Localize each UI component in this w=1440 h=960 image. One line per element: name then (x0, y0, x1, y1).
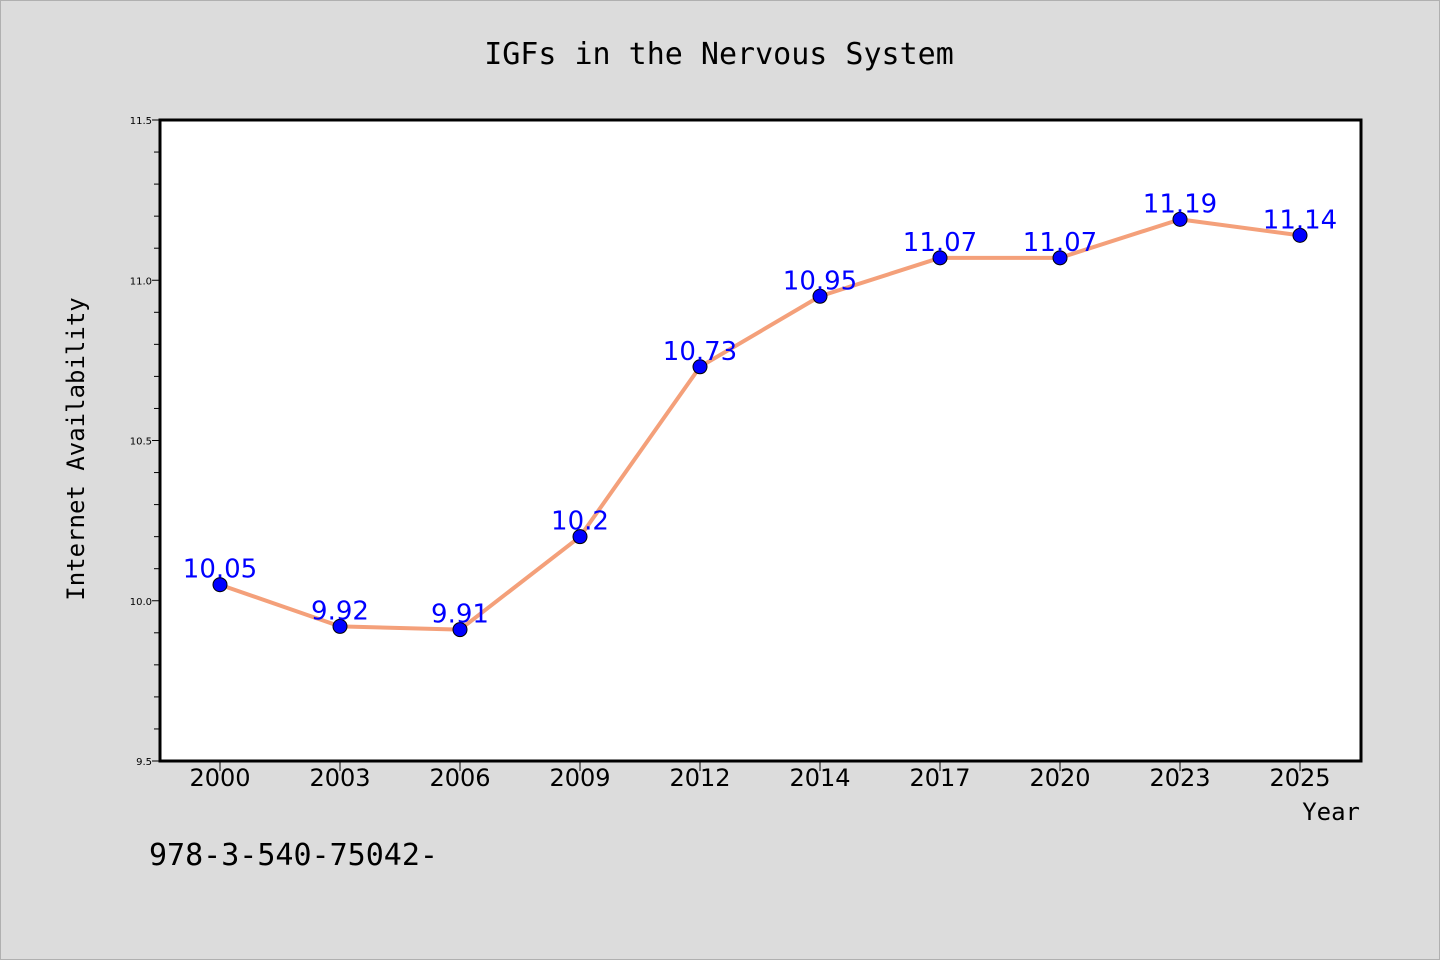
data-point (932, 250, 948, 266)
data-label: 11.07 (903, 228, 977, 258)
data-label: 10.05 (183, 555, 257, 585)
y-tick-label: 11.5 (130, 116, 152, 127)
data-label: 10.95 (783, 266, 857, 296)
data-point (1172, 211, 1188, 227)
x-tick-label: 2023 (1149, 764, 1210, 792)
data-label: 11.07 (1023, 228, 1097, 258)
x-tick-label: 2006 (429, 764, 490, 792)
x-tick-label: 2020 (1029, 764, 1090, 792)
y-tick-label: 9.5 (136, 757, 152, 768)
series-line (218, 217, 1302, 632)
y-axis: 9.5 10.0 10.5 11.0 11.5 (130, 116, 160, 768)
x-axis-label: Year (1302, 798, 1360, 826)
data-point (452, 622, 468, 638)
data-point (812, 288, 828, 304)
y-tick-label: 10.5 (130, 437, 152, 448)
data-point (1052, 250, 1068, 266)
x-tick-label: 2003 (309, 764, 370, 792)
x-tick-label: 2014 (789, 764, 850, 792)
x-tick-label: 2012 (669, 764, 730, 792)
x-tick-label: 2017 (909, 764, 970, 792)
data-point (332, 618, 348, 634)
data-point (572, 529, 588, 545)
data-label: 9.92 (311, 596, 369, 626)
data-label: 9.91 (431, 600, 489, 630)
data-label: 10.73 (663, 337, 737, 367)
data-point (1292, 227, 1308, 243)
x-tick-label: 2000 (189, 764, 250, 792)
footer-text: 978-3-540-75042- (149, 838, 438, 873)
chart-title: IGFs in the Nervous System (484, 37, 954, 72)
data-point (212, 577, 228, 593)
y-tick-label: 11.0 (130, 276, 152, 287)
data-label: 11.19 (1143, 189, 1217, 219)
x-axis: 2000 2003 2006 2009 2012 2014 2017 2020 2023 2025 (189, 761, 1331, 792)
data-label: 10.2 (551, 507, 609, 537)
x-tick-label: 2009 (549, 764, 610, 792)
y-tick-label: 10.0 (130, 597, 152, 608)
series-layer: 10.05 9.92 9.91 10.2 10.73 10.95 11.07 11.07 11.… (183, 189, 1337, 638)
data-point (692, 359, 708, 375)
x-tick-label: 2025 (1269, 764, 1330, 792)
data-label: 11.14 (1263, 205, 1337, 235)
y-axis-label: Internet Availability (62, 297, 90, 600)
